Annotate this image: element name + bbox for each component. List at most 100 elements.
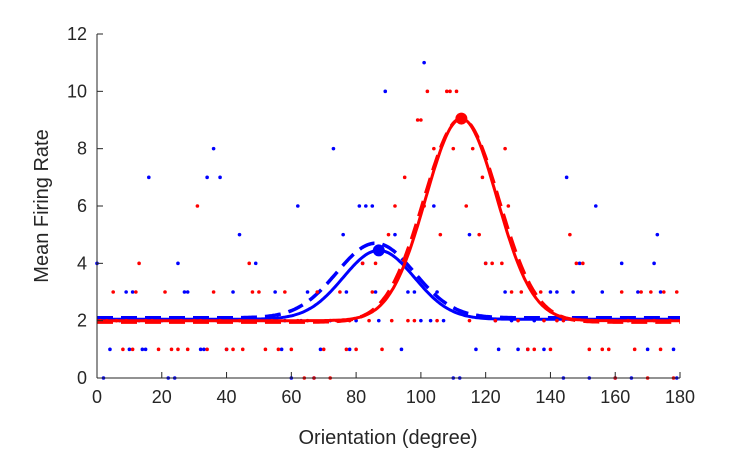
data-point bbox=[321, 347, 326, 352]
data-point bbox=[130, 347, 135, 352]
data-point bbox=[376, 318, 381, 323]
data-point bbox=[483, 261, 488, 266]
data-point bbox=[127, 347, 132, 352]
data-point bbox=[360, 261, 365, 266]
x-tick-label: 0 bbox=[92, 387, 102, 407]
data-point bbox=[231, 347, 235, 352]
data-point bbox=[451, 146, 456, 151]
data-point bbox=[108, 347, 112, 352]
fit-curve bbox=[97, 248, 680, 321]
x-tick-label: 120 bbox=[471, 387, 501, 407]
data-point bbox=[338, 290, 342, 294]
data-point bbox=[425, 89, 430, 94]
data-point bbox=[477, 232, 481, 237]
data-point bbox=[432, 146, 436, 151]
data-point bbox=[231, 290, 235, 294]
data-point bbox=[568, 232, 572, 237]
data-point bbox=[354, 347, 358, 352]
data-point bbox=[273, 290, 277, 294]
data-point bbox=[506, 204, 511, 208]
data-point bbox=[182, 290, 187, 294]
data-point bbox=[435, 290, 439, 294]
series-1 bbox=[97, 89, 680, 380]
data-point bbox=[393, 232, 397, 237]
data-point bbox=[296, 204, 300, 208]
data-point bbox=[224, 347, 229, 352]
data-point bbox=[516, 318, 520, 323]
data-point bbox=[218, 175, 222, 180]
series-0 bbox=[95, 60, 680, 380]
data-point bbox=[493, 318, 498, 323]
data-point bbox=[257, 290, 261, 294]
data-point bbox=[516, 347, 520, 352]
data-point bbox=[250, 290, 255, 294]
data-point bbox=[632, 347, 637, 352]
data-point bbox=[480, 175, 485, 180]
data-point bbox=[263, 347, 268, 352]
data-point bbox=[195, 204, 200, 208]
data-point bbox=[658, 347, 663, 352]
data-point bbox=[237, 232, 242, 237]
data-point bbox=[490, 261, 494, 266]
data-point bbox=[386, 232, 391, 237]
data-point bbox=[419, 318, 423, 323]
y-tick-label: 8 bbox=[77, 139, 87, 159]
data-point bbox=[593, 204, 598, 208]
data-point bbox=[412, 318, 417, 323]
data-point bbox=[283, 290, 287, 294]
data-point bbox=[415, 118, 420, 122]
data-point bbox=[198, 347, 203, 352]
data-point bbox=[176, 261, 180, 266]
data-point bbox=[432, 204, 436, 208]
data-point bbox=[574, 261, 579, 266]
data-point bbox=[658, 290, 663, 294]
y-tick-label: 12 bbox=[67, 24, 87, 44]
data-point bbox=[419, 118, 423, 122]
data-point bbox=[318, 347, 323, 352]
data-point bbox=[247, 261, 252, 266]
plot-area bbox=[95, 60, 680, 380]
data-point bbox=[344, 347, 349, 352]
data-point bbox=[331, 146, 336, 151]
data-point bbox=[370, 290, 375, 294]
data-point bbox=[124, 290, 128, 294]
data-point bbox=[111, 290, 115, 294]
y-tick-label: 10 bbox=[67, 81, 87, 101]
data-point bbox=[370, 204, 375, 208]
peak-marker bbox=[455, 112, 468, 125]
data-point bbox=[470, 146, 475, 151]
data-point bbox=[137, 261, 141, 266]
data-point bbox=[406, 318, 410, 323]
data-point bbox=[561, 318, 566, 323]
data-point bbox=[519, 290, 524, 294]
data-point bbox=[373, 261, 378, 266]
data-point bbox=[383, 89, 388, 94]
data-point bbox=[357, 204, 362, 208]
data-point bbox=[655, 232, 660, 237]
data-point bbox=[202, 347, 206, 352]
data-point bbox=[380, 347, 384, 352]
data-point bbox=[205, 347, 209, 352]
data-point bbox=[389, 318, 394, 323]
data-point bbox=[373, 290, 378, 294]
peak-marker bbox=[372, 244, 385, 257]
data-point bbox=[367, 318, 371, 323]
data-point bbox=[538, 290, 543, 294]
fit-curve bbox=[97, 117, 680, 323]
data-point bbox=[662, 290, 666, 294]
data-point bbox=[422, 60, 426, 65]
data-point bbox=[147, 175, 151, 180]
data-point bbox=[606, 347, 611, 352]
data-point bbox=[636, 290, 640, 294]
data-point bbox=[240, 347, 245, 352]
data-point bbox=[441, 318, 446, 323]
data-point bbox=[289, 347, 294, 352]
data-point bbox=[205, 175, 209, 180]
data-point bbox=[564, 175, 569, 180]
data-point bbox=[619, 290, 624, 294]
data-point bbox=[467, 318, 472, 323]
data-point bbox=[542, 347, 546, 352]
y-tick-label: 4 bbox=[77, 253, 87, 273]
